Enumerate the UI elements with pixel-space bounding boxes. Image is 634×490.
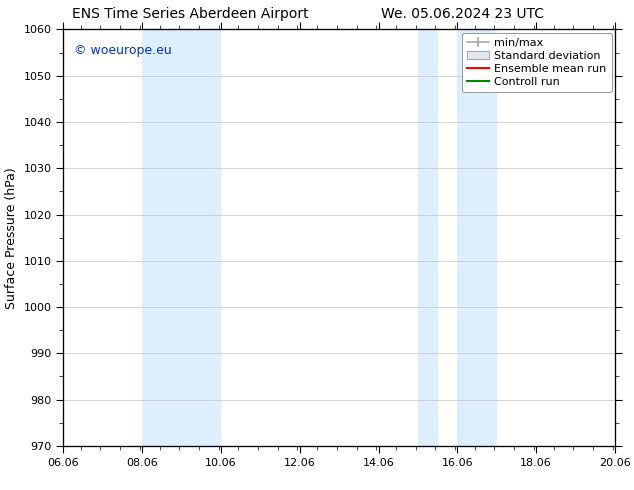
Text: ENS Time Series Aberdeen Airport: ENS Time Series Aberdeen Airport	[72, 7, 309, 22]
Bar	[142, 29, 221, 446]
Text: © woeurope.eu: © woeurope.eu	[74, 44, 172, 57]
Bar	[457, 29, 497, 446]
Text: We. 05.06.2024 23 UTC: We. 05.06.2024 23 UTC	[381, 7, 545, 22]
Y-axis label: Surface Pressure (hPa): Surface Pressure (hPa)	[5, 167, 18, 309]
Legend: min/max, Standard deviation, Ensemble mean run, Controll run: min/max, Standard deviation, Ensemble me…	[462, 33, 612, 92]
Bar	[418, 29, 437, 446]
